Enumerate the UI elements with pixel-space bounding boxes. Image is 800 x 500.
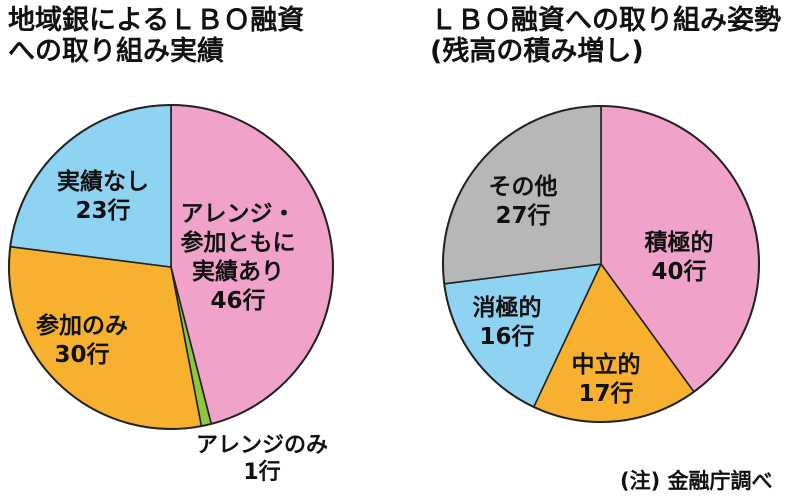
right-chart-title-line-1: ＬＢＯ融資への取り組み姿勢 [430,5,781,36]
left-pie-label-1: アレンジ・参加ともに実績あり 46行 [181,201,296,314]
left-pie-label-3: 参加のみ 30行 [36,312,128,368]
right-pie-outline [442,105,760,423]
right-chart-title: ＬＢＯ融資への取り組み姿勢 (残高の積み増し) [430,5,781,67]
left-pie-category-label-1: 参加ともに [181,229,296,256]
left-chart-title: 地域銀によるＬＢＯ融資 への取り組み実績 [8,5,304,67]
source-note: (注) 金融庁調べ [620,469,773,493]
left-pie-value-label-1: 46行 [210,287,265,314]
right-pie-category-label-4: その他 [489,174,558,200]
right-pie-value-label-4: 27行 [495,202,550,229]
left-pie-category-label-3: 参加のみ [36,312,128,339]
right-pie-label-2: 中立的 17行 [572,351,641,407]
left-pie-value-label-3: 30行 [54,341,109,368]
left-chart-title-line-1: 地域銀によるＬＢＯ融資 [8,5,305,36]
left-pie-category-label-1: アレンジ・ [181,201,296,227]
left-pie-value-label-4: 23行 [75,197,130,224]
right-chart-title-line-2: (残高の積み増し) [430,36,644,67]
left-pie-category-label-2: アレンジのみ [196,433,328,458]
right-pie-category-label-2: 中立的 [572,351,641,378]
right-pie-value-label-1: 40行 [651,258,706,285]
right-pie-category-label-3: 消極的 [473,294,542,321]
left-chart-title-line-2: への取り組み実績 [8,36,224,67]
right-pie-value-label-3: 16行 [479,323,534,350]
right-pie-category-label-1: 積極的 [645,229,714,256]
left-pie-outline [8,104,334,430]
left-pie-label-2: アレンジのみ 1行 [196,433,328,485]
right-pie-label-4: その他 27行 [489,174,558,229]
right-pie-label-1: 積極的 40行 [645,229,714,285]
left-pie-category-label-4: 実績なし [57,168,149,195]
left-pie-category-label-1: 実績あり [192,258,284,285]
left-pie-label-4: 実績なし 23行 [57,168,149,224]
right-pie-label-3: 消極的 16行 [473,294,542,350]
left-pie-value-label-2: 1行 [243,459,280,485]
right-pie-value-label-2: 17行 [578,380,633,407]
